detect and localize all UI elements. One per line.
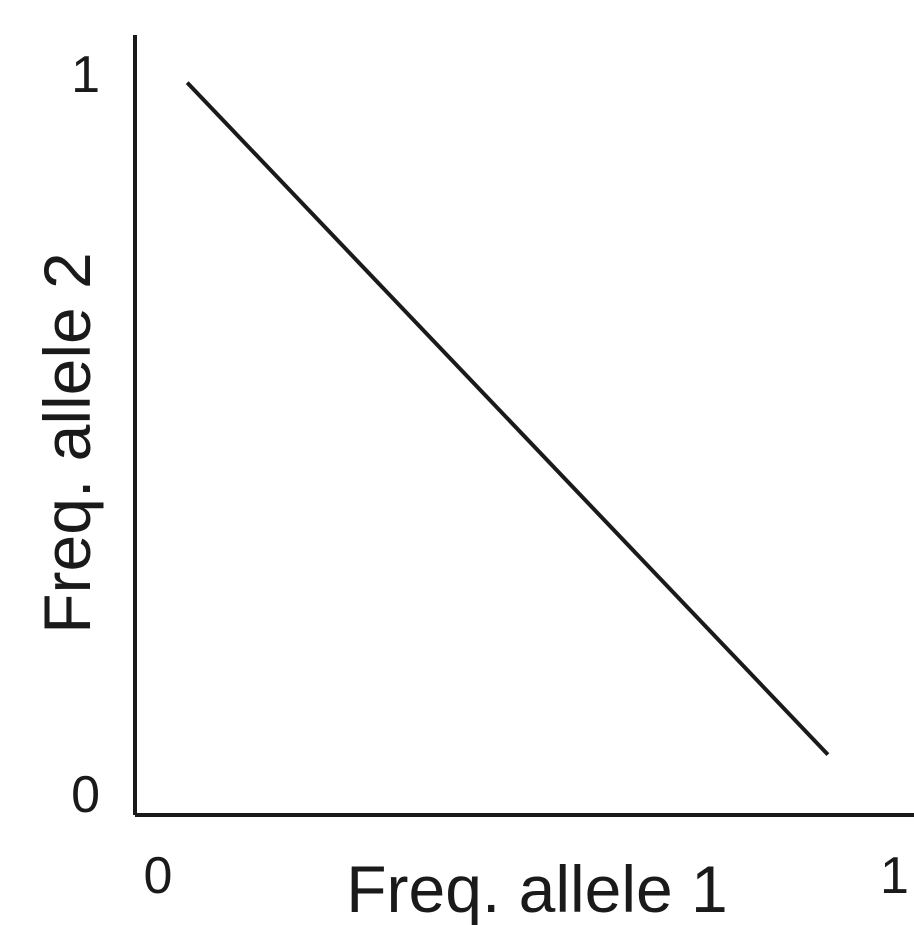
series-line [185,81,830,756]
y-tick-label-0: 0 [71,766,100,824]
x-axis-label: Freq. allele 1 [346,852,728,925]
x-tick-label-0: 0 [144,847,173,905]
y-axis-label: Freq. allele 2 [30,252,104,634]
y-tick-label-1: 1 [71,46,100,104]
x-tick-label-1: 1 [880,847,909,905]
